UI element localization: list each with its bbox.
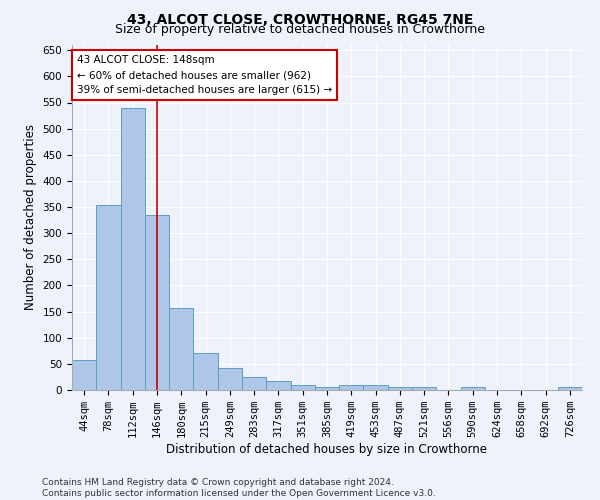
Bar	[96, 206, 121, 390]
Bar	[315, 388, 339, 390]
Bar	[412, 388, 436, 390]
Bar	[266, 381, 290, 390]
Bar	[169, 308, 193, 390]
Bar	[121, 108, 145, 390]
Bar	[242, 377, 266, 390]
Y-axis label: Number of detached properties: Number of detached properties	[24, 124, 37, 310]
Bar	[193, 354, 218, 390]
Bar	[364, 385, 388, 390]
Text: 43, ALCOT CLOSE, CROWTHORNE, RG45 7NE: 43, ALCOT CLOSE, CROWTHORNE, RG45 7NE	[127, 12, 473, 26]
Bar	[218, 368, 242, 390]
Text: Contains HM Land Registry data © Crown copyright and database right 2024.
Contai: Contains HM Land Registry data © Crown c…	[42, 478, 436, 498]
Text: Size of property relative to detached houses in Crowthorne: Size of property relative to detached ho…	[115, 22, 485, 36]
Bar	[461, 388, 485, 390]
Bar	[72, 360, 96, 390]
Bar	[558, 388, 582, 390]
Bar	[290, 385, 315, 390]
Text: 43 ALCOT CLOSE: 148sqm
← 60% of detached houses are smaller (962)
39% of semi-de: 43 ALCOT CLOSE: 148sqm ← 60% of detached…	[77, 56, 332, 95]
X-axis label: Distribution of detached houses by size in Crowthorne: Distribution of detached houses by size …	[167, 443, 487, 456]
Bar	[388, 388, 412, 390]
Bar	[145, 215, 169, 390]
Bar	[339, 386, 364, 390]
